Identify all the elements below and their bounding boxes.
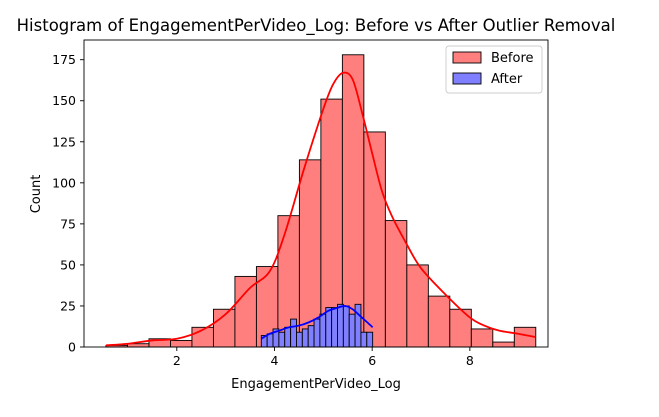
chart-title: Histogram of EngagementPerVideo_Log: Bef…: [17, 16, 616, 36]
y-axis-label: Count: [29, 175, 44, 214]
after-bar-18: [366, 331, 374, 348]
y-tick-label: 150: [52, 93, 76, 108]
after-bar-14: [342, 305, 350, 348]
x-axis-ticks: 2 4 6 8: [173, 347, 474, 368]
after-kde-line: [260, 305, 374, 340]
after-bar-3: [278, 331, 286, 348]
y-tick-label: 125: [52, 134, 76, 149]
after-bar-11: [325, 307, 333, 348]
legend-label-after: After: [491, 72, 523, 87]
y-tick-label: 175: [52, 52, 76, 67]
after-bar-12: [331, 307, 338, 348]
after-bar-9: [313, 318, 321, 348]
x-tick-label: 2: [173, 353, 181, 368]
after-bar-5: [290, 318, 297, 348]
after-bar-16: [354, 303, 362, 348]
before-bar-6: [234, 275, 257, 348]
x-tick-label: 6: [368, 353, 376, 368]
axes-frame: [83, 39, 549, 348]
y-tick-label: 100: [52, 175, 76, 190]
legend-label-before: Before: [491, 51, 534, 66]
y-tick-label: 75: [60, 216, 76, 231]
legend: Before After: [445, 45, 543, 94]
after-bar-1: [266, 333, 274, 348]
y-tick-label: 0: [68, 340, 76, 355]
x-tick-label: 4: [271, 353, 279, 368]
kde-lines: [105, 71, 536, 347]
y-tick-label: 25: [60, 298, 76, 313]
after-bar-17: [360, 331, 368, 348]
after-bar-8: [307, 325, 315, 348]
after-bar-6: [296, 331, 303, 348]
x-axis-label: EngagementPerVideo_Log: [231, 377, 401, 392]
before-bar-14: [406, 264, 429, 348]
after-bar-7: [301, 328, 309, 348]
legend-swatch-before: [452, 51, 482, 64]
before-kde-line: [105, 71, 536, 347]
before-bar-17: [470, 328, 494, 348]
after-bar-15: [348, 313, 356, 348]
legend-swatch-after: [452, 72, 482, 85]
before-bar-18: [492, 341, 515, 348]
after-bar-10: [319, 313, 327, 348]
before-bar-15: [427, 295, 451, 348]
before-bar-11: [341, 54, 365, 348]
before-bar-3: [170, 339, 193, 348]
after-bar-4: [284, 326, 292, 348]
y-axis-ticks: 0 25 50 75 100 125 150 175: [52, 52, 84, 355]
y-tick-label: 50: [60, 257, 76, 272]
x-tick-label: 8: [466, 353, 474, 368]
after-bar-13: [337, 303, 344, 348]
